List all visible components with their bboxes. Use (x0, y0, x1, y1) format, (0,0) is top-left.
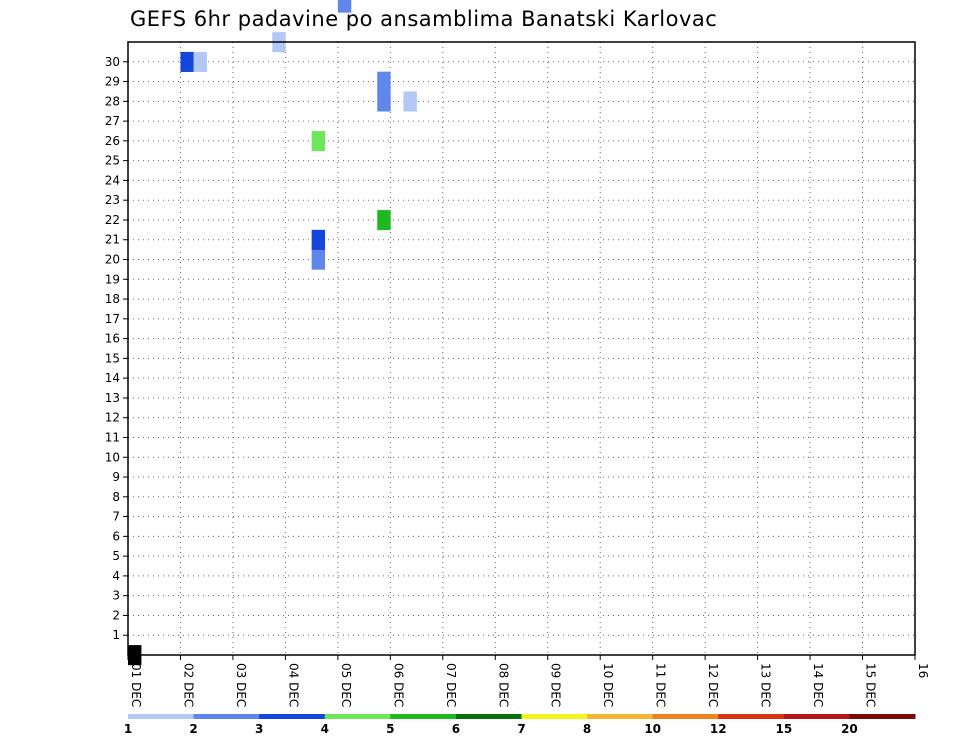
y-tick-label: 17 (105, 312, 120, 326)
y-tick-label: 11 (105, 430, 120, 444)
x-tick-label: 08 DEC (496, 663, 510, 707)
colorbar-label: 6 (452, 722, 460, 736)
y-tick-label: 12 (105, 411, 120, 425)
x-tick-label: 09 DEC (549, 663, 563, 707)
colorbar-label: 1 (124, 722, 132, 736)
x-tick-label: 11 DEC (654, 663, 668, 707)
y-tick-label: 9 (112, 470, 120, 484)
x-axis: 01 DEC 02 DEC 03 DEC 04 DEC 05 DEC 06 DEC 07 D… (127, 655, 930, 707)
colorbar-label: 5 (386, 722, 394, 736)
colorbar-label: 10 (644, 722, 661, 736)
x-tick-label: 01 DEC (129, 663, 143, 707)
colorbar-label: 12 (710, 722, 727, 736)
y-tick-label: 13 (105, 391, 120, 405)
y-tick-label: 7 (112, 510, 120, 524)
y-axis: 1234567891011121314151617181920212223242… (105, 55, 128, 642)
y-tick-label: 23 (105, 193, 120, 207)
y-tick-label: 15 (105, 351, 120, 365)
x-tick-label: 10 DEC (601, 663, 615, 707)
chart-title: GEFS 6hr padavine po ansamblima Banatski… (130, 7, 717, 31)
x-tick-label: 16 (916, 663, 930, 678)
colorbar-label: 8 (583, 722, 591, 736)
colorbar-legend: 1 2 3 4 5 6 7 8 10 12 15 20 (124, 714, 916, 736)
heatmap-cell (377, 91, 391, 112)
y-tick-label: 22 (105, 213, 120, 227)
y-tick-label: 19 (105, 272, 120, 286)
colorbar-label: 15 (775, 722, 792, 736)
heatmap-cell (377, 71, 391, 92)
colorbar-label: 7 (517, 722, 525, 736)
y-tick-label: 16 (105, 332, 120, 346)
colorbar-label: 4 (321, 722, 329, 736)
grid-lines (128, 42, 915, 655)
plot-frame (127, 41, 916, 656)
y-tick-label: 18 (105, 292, 120, 306)
y-tick-label: 20 (105, 253, 120, 267)
heatmap-cell (193, 51, 207, 72)
colorbar-segment (521, 714, 588, 719)
y-tick-label: 14 (105, 371, 120, 385)
heatmap-cell (311, 249, 326, 270)
y-tick-label: 3 (112, 589, 120, 603)
colorbar-segment (193, 714, 260, 719)
heatmap-cell (377, 210, 391, 231)
y-tick-label: 10 (105, 450, 120, 464)
colorbar-label: 20 (841, 722, 858, 736)
y-tick-label: 5 (112, 549, 120, 563)
y-tick-label: 25 (105, 154, 120, 168)
y-tick-label: 30 (105, 55, 120, 69)
x-tick-label: 05 DEC (339, 663, 353, 707)
y-tick-label: 27 (105, 114, 120, 128)
heatmap-cell (311, 130, 326, 152)
y-tick-label: 21 (105, 233, 120, 247)
colorbar-segment (455, 714, 522, 719)
x-tick-label: 06 DEC (391, 663, 405, 707)
colorbar-segment (783, 714, 850, 719)
heatmap-cell (403, 91, 417, 112)
x-tick-label: 13 DEC (759, 663, 773, 707)
y-tick-label: 24 (105, 173, 120, 187)
x-tick-label: 15 DEC (864, 663, 878, 707)
colorbar-label: 2 (189, 722, 197, 736)
y-tick-label: 1 (112, 628, 120, 642)
colorbar-segment (390, 714, 457, 719)
heatmap-cells (128, 0, 417, 666)
heatmap-cell (311, 229, 326, 250)
y-tick-label: 29 (105, 75, 120, 89)
colorbar-segment (128, 714, 195, 719)
x-tick-label: 04 DEC (286, 663, 300, 707)
colorbar-segment (587, 714, 654, 719)
heatmap-cell (180, 51, 194, 72)
y-tick-label: 6 (112, 529, 120, 543)
y-tick-label: 4 (112, 569, 120, 583)
colorbar-segment (324, 714, 391, 719)
x-tick-label: 14 DEC (811, 663, 825, 707)
y-tick-label: 28 (105, 94, 120, 108)
x-tick-label: 07 DEC (444, 663, 458, 707)
y-tick-label: 2 (112, 608, 120, 622)
colorbar-label: 3 (255, 722, 263, 736)
x-tick-label: 02 DEC (181, 663, 195, 707)
heatmap-cell (337, 0, 352, 13)
x-tick-label: 12 DEC (706, 663, 720, 707)
y-tick-label: 26 (105, 134, 120, 148)
colorbar-segment (849, 714, 916, 719)
y-tick-label: 8 (112, 490, 120, 504)
colorbar-segment (652, 714, 719, 719)
colorbar-segment (718, 714, 785, 719)
colorbar-segment (259, 714, 326, 719)
x-tick-label: 03 DEC (234, 663, 248, 707)
